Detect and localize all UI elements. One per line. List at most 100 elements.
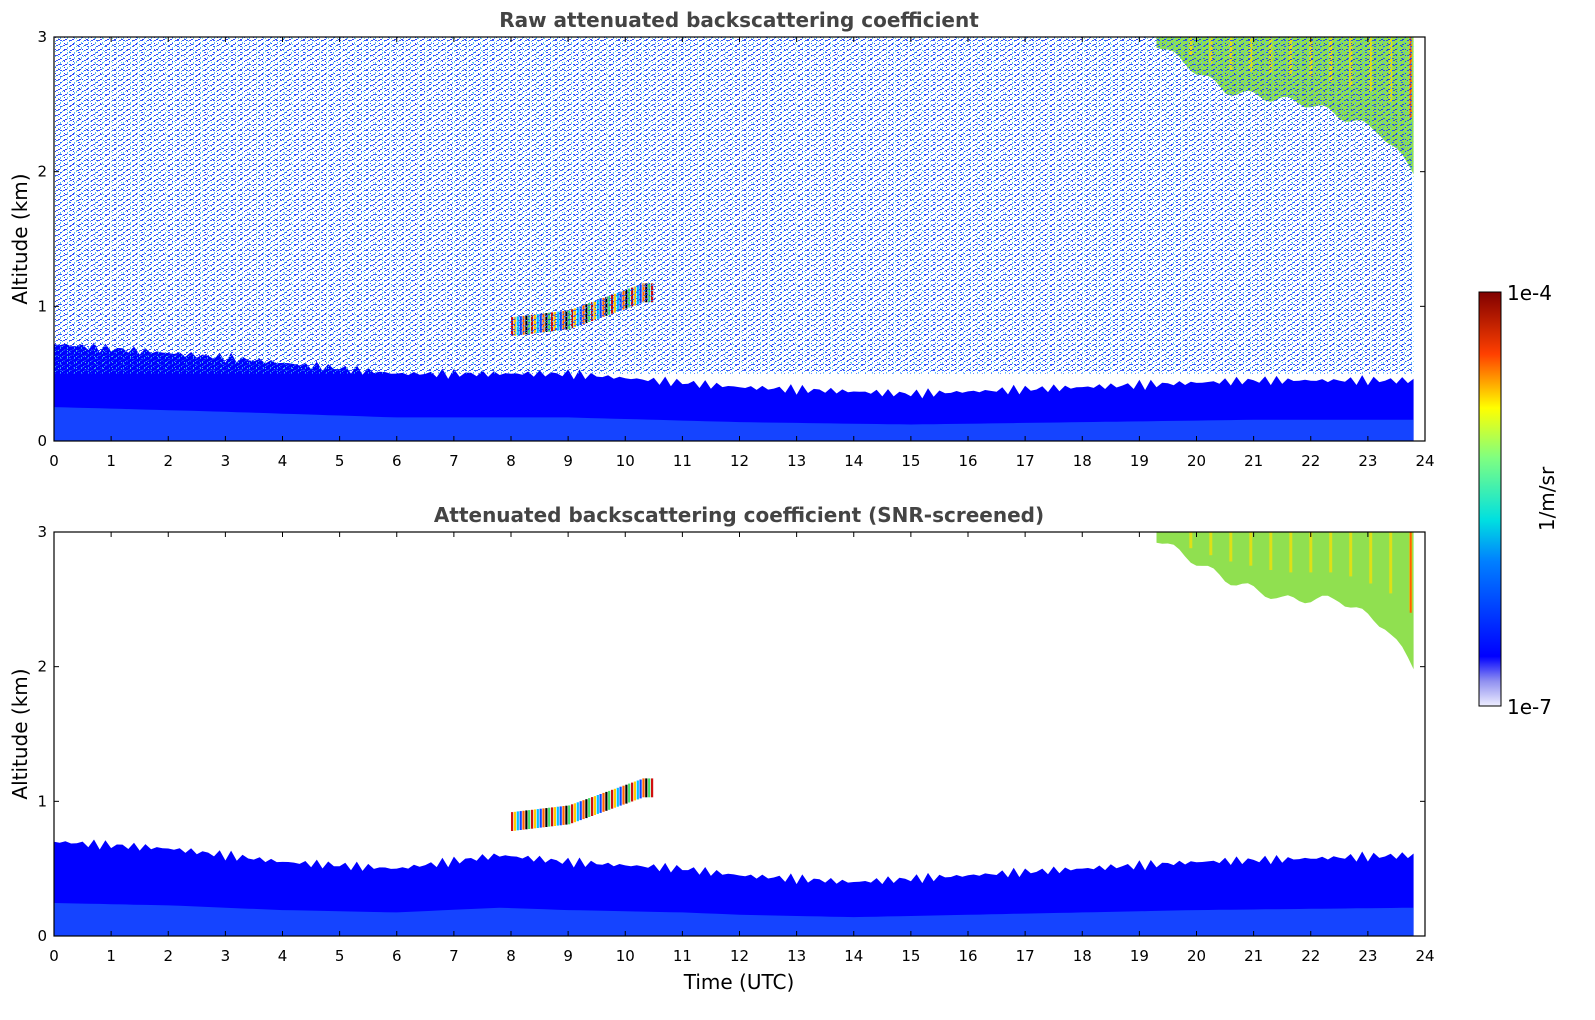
x-tick-label: 16	[958, 452, 977, 470]
panel2-aerosol-layer-streak	[616, 787, 619, 807]
panel-raw-title: Raw attenuated backscattering coefficien…	[499, 8, 979, 32]
panel2-aerosol-layer-streak	[568, 805, 571, 825]
panel2-aerosol-layer-streak	[628, 783, 631, 803]
panel2-aerosol-layer-streak	[619, 786, 622, 806]
x-tick-label: 1	[106, 947, 116, 965]
panel2-aerosol-layer-streak	[585, 799, 588, 819]
panel2-aerosol-layer-streak	[533, 809, 537, 829]
panel2-aerosol-layer-streak	[579, 801, 582, 821]
panel-raw-heatmap	[54, 37, 1414, 441]
x-tick-label: 12	[730, 947, 749, 965]
x-tick-label: 7	[449, 452, 459, 470]
x-tick-label: 5	[335, 947, 345, 965]
x-tick-label: 17	[1016, 947, 1035, 965]
x-tick-label: 6	[392, 947, 402, 965]
x-tick-label: 0	[49, 947, 59, 965]
panel2-aerosol-layer-streak	[622, 785, 625, 805]
panel2-aerosol-layer-streak	[651, 778, 654, 798]
panel2-aerosol-layer-streak	[639, 779, 642, 799]
panel2-aerosol-layer-streak	[556, 806, 559, 826]
panel1-noise-secondary	[54, 37, 1414, 374]
x-tick-label: 4	[278, 947, 288, 965]
panel2-aerosol-layer-streak	[645, 778, 648, 798]
panel-raw: Raw attenuated backscattering coefficien…	[8, 8, 1435, 470]
x-tick-label: 6	[392, 452, 402, 470]
x-tick-label: 7	[449, 947, 459, 965]
x-tick-label: 11	[673, 452, 692, 470]
panel2-boundary-layer	[54, 839, 1414, 936]
x-tick-label: 23	[1358, 452, 1377, 470]
x-tick-label: 14	[844, 947, 863, 965]
x-tick-label: 3	[221, 947, 231, 965]
panel2-aerosol-layer-streak	[576, 802, 579, 822]
x-tick-label: 18	[1073, 947, 1092, 965]
panel2-aerosol-layer-streak	[605, 791, 608, 811]
x-tick-label: 14	[844, 452, 863, 470]
x-tick-label: 21	[1244, 947, 1263, 965]
panel2-aerosol-layer-streak	[611, 789, 614, 809]
panel2-aerosol-layer-streak	[536, 809, 539, 828]
panel-raw-y-label: Altitude (km)	[8, 173, 32, 304]
y-tick-label: 3	[37, 28, 47, 46]
panel2-aerosol-layer-streak	[559, 806, 562, 826]
y-tick-label: 1	[37, 792, 47, 810]
x-tick-label: 11	[673, 947, 692, 965]
panel2-aerosol-layer-streak	[588, 798, 591, 817]
panel-screened-y-label: Altitude (km)	[8, 668, 32, 799]
x-tick-label: 9	[563, 452, 573, 470]
colorbar-min-label: 1e-7	[1507, 695, 1552, 719]
x-tick-label: 12	[730, 452, 749, 470]
panel2-aerosol-layer-streak	[591, 797, 594, 816]
x-tick-label: 22	[1301, 947, 1320, 965]
panel2-aerosol-layer	[511, 778, 654, 831]
panel2-aerosol-layer-streak	[545, 808, 548, 827]
x-tick-label: 9	[563, 947, 573, 965]
panel-screened-x-ticks: 0 1 2 3 4 5 6 7 8 9 10 11 12 13 14 15 16 17 18 19 20 21 22 23 24	[49, 532, 1435, 965]
panel2-aerosol-layer-streak	[631, 782, 634, 802]
panel2-aerosol-layer-streak	[516, 811, 519, 831]
panel2-aerosol-layer-streak	[539, 808, 542, 828]
panel2-aerosol-layer-streak	[596, 795, 599, 814]
x-tick-label: 13	[787, 452, 806, 470]
x-tick-label: 8	[506, 452, 516, 470]
x-tick-label: 24	[1415, 452, 1434, 470]
x-tick-label: 2	[163, 947, 173, 965]
x-tick-label: 24	[1415, 947, 1434, 965]
x-tick-label: 1	[106, 452, 116, 470]
colorbar-unit-label: 1/m/sr	[1535, 466, 1559, 531]
panel2-aerosol-layer-streak	[602, 792, 605, 812]
y-tick-label: 0	[37, 432, 47, 450]
panel2-aerosol-layer-streak	[593, 796, 596, 815]
x-tick-label: 4	[278, 452, 288, 470]
x-tick-label: 19	[1130, 452, 1149, 470]
panel2-aerosol-layer-streak	[522, 810, 525, 830]
panel-screened-heatmap	[54, 532, 1414, 936]
y-tick-label: 2	[37, 658, 47, 676]
x-tick-label: 0	[49, 452, 59, 470]
panel2-cloud	[1156, 532, 1414, 670]
x-axis-label: Time (UTC)	[683, 970, 795, 994]
panel-screened-y-ticks: 0 1 2 3	[37, 523, 1425, 945]
y-tick-label: 0	[37, 927, 47, 945]
x-tick-label: 23	[1358, 947, 1377, 965]
panel2-aerosol-layer-streak	[599, 794, 602, 813]
panel2-aerosol-layer-streak	[625, 784, 628, 804]
colorbar-max-label: 1e-4	[1507, 281, 1552, 305]
panel2-aerosol-layer-streak	[551, 807, 554, 827]
x-tick-label: 10	[616, 452, 635, 470]
x-tick-label: 21	[1244, 452, 1263, 470]
colorbar-gradient	[1478, 291, 1502, 707]
x-tick-label: 15	[901, 452, 920, 470]
x-tick-label: 10	[616, 947, 635, 965]
x-tick-label: 18	[1073, 452, 1092, 470]
x-tick-label: 2	[163, 452, 173, 470]
x-tick-label: 17	[1016, 452, 1035, 470]
y-tick-label: 2	[37, 163, 47, 181]
panel2-aerosol-layer-streak	[573, 803, 576, 823]
x-tick-label: 16	[958, 947, 977, 965]
panel2-aerosol-layer-streak	[528, 810, 531, 829]
panel2-aerosol-layer-streak	[531, 809, 534, 829]
x-tick-label: 13	[787, 947, 806, 965]
x-tick-label: 5	[335, 452, 345, 470]
panel-raw-x-ticks: 0 1 2 3 4 5 6 7 8 9 10 11 12 13 14 15 16 17 18 19 20 21 22 23 24	[49, 37, 1435, 470]
